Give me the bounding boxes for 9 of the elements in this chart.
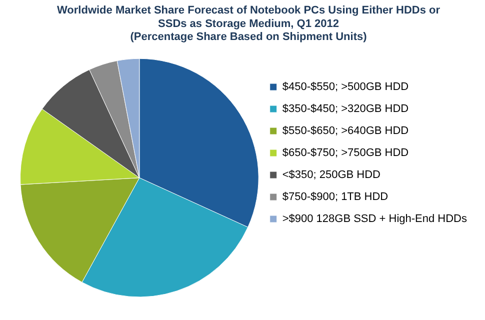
legend-label: $350-$450; >320GB HDD [282, 103, 409, 116]
legend-label: $650-$750; >750GB HDD [282, 147, 409, 160]
chart-title: Worldwide Market Share Forecast of Notebook PCs Using Either HDDs or SSDs as Storage Medium, Q1 2012 [56, 4, 441, 30]
legend-label: $550-$650; >640GB HDD [282, 125, 409, 138]
legend-label: $750-$900; 1TB HDD [282, 191, 388, 204]
chart-subtitle: (Percentage Share Based on Shipment Units) [130, 31, 368, 44]
legend-label: <$350; 250GB HDD [282, 169, 381, 182]
legend-label: >$900 128GB SSD + High-End HDDs [282, 213, 468, 226]
legend-label: $450-$550; >500GB HDD [282, 81, 409, 94]
